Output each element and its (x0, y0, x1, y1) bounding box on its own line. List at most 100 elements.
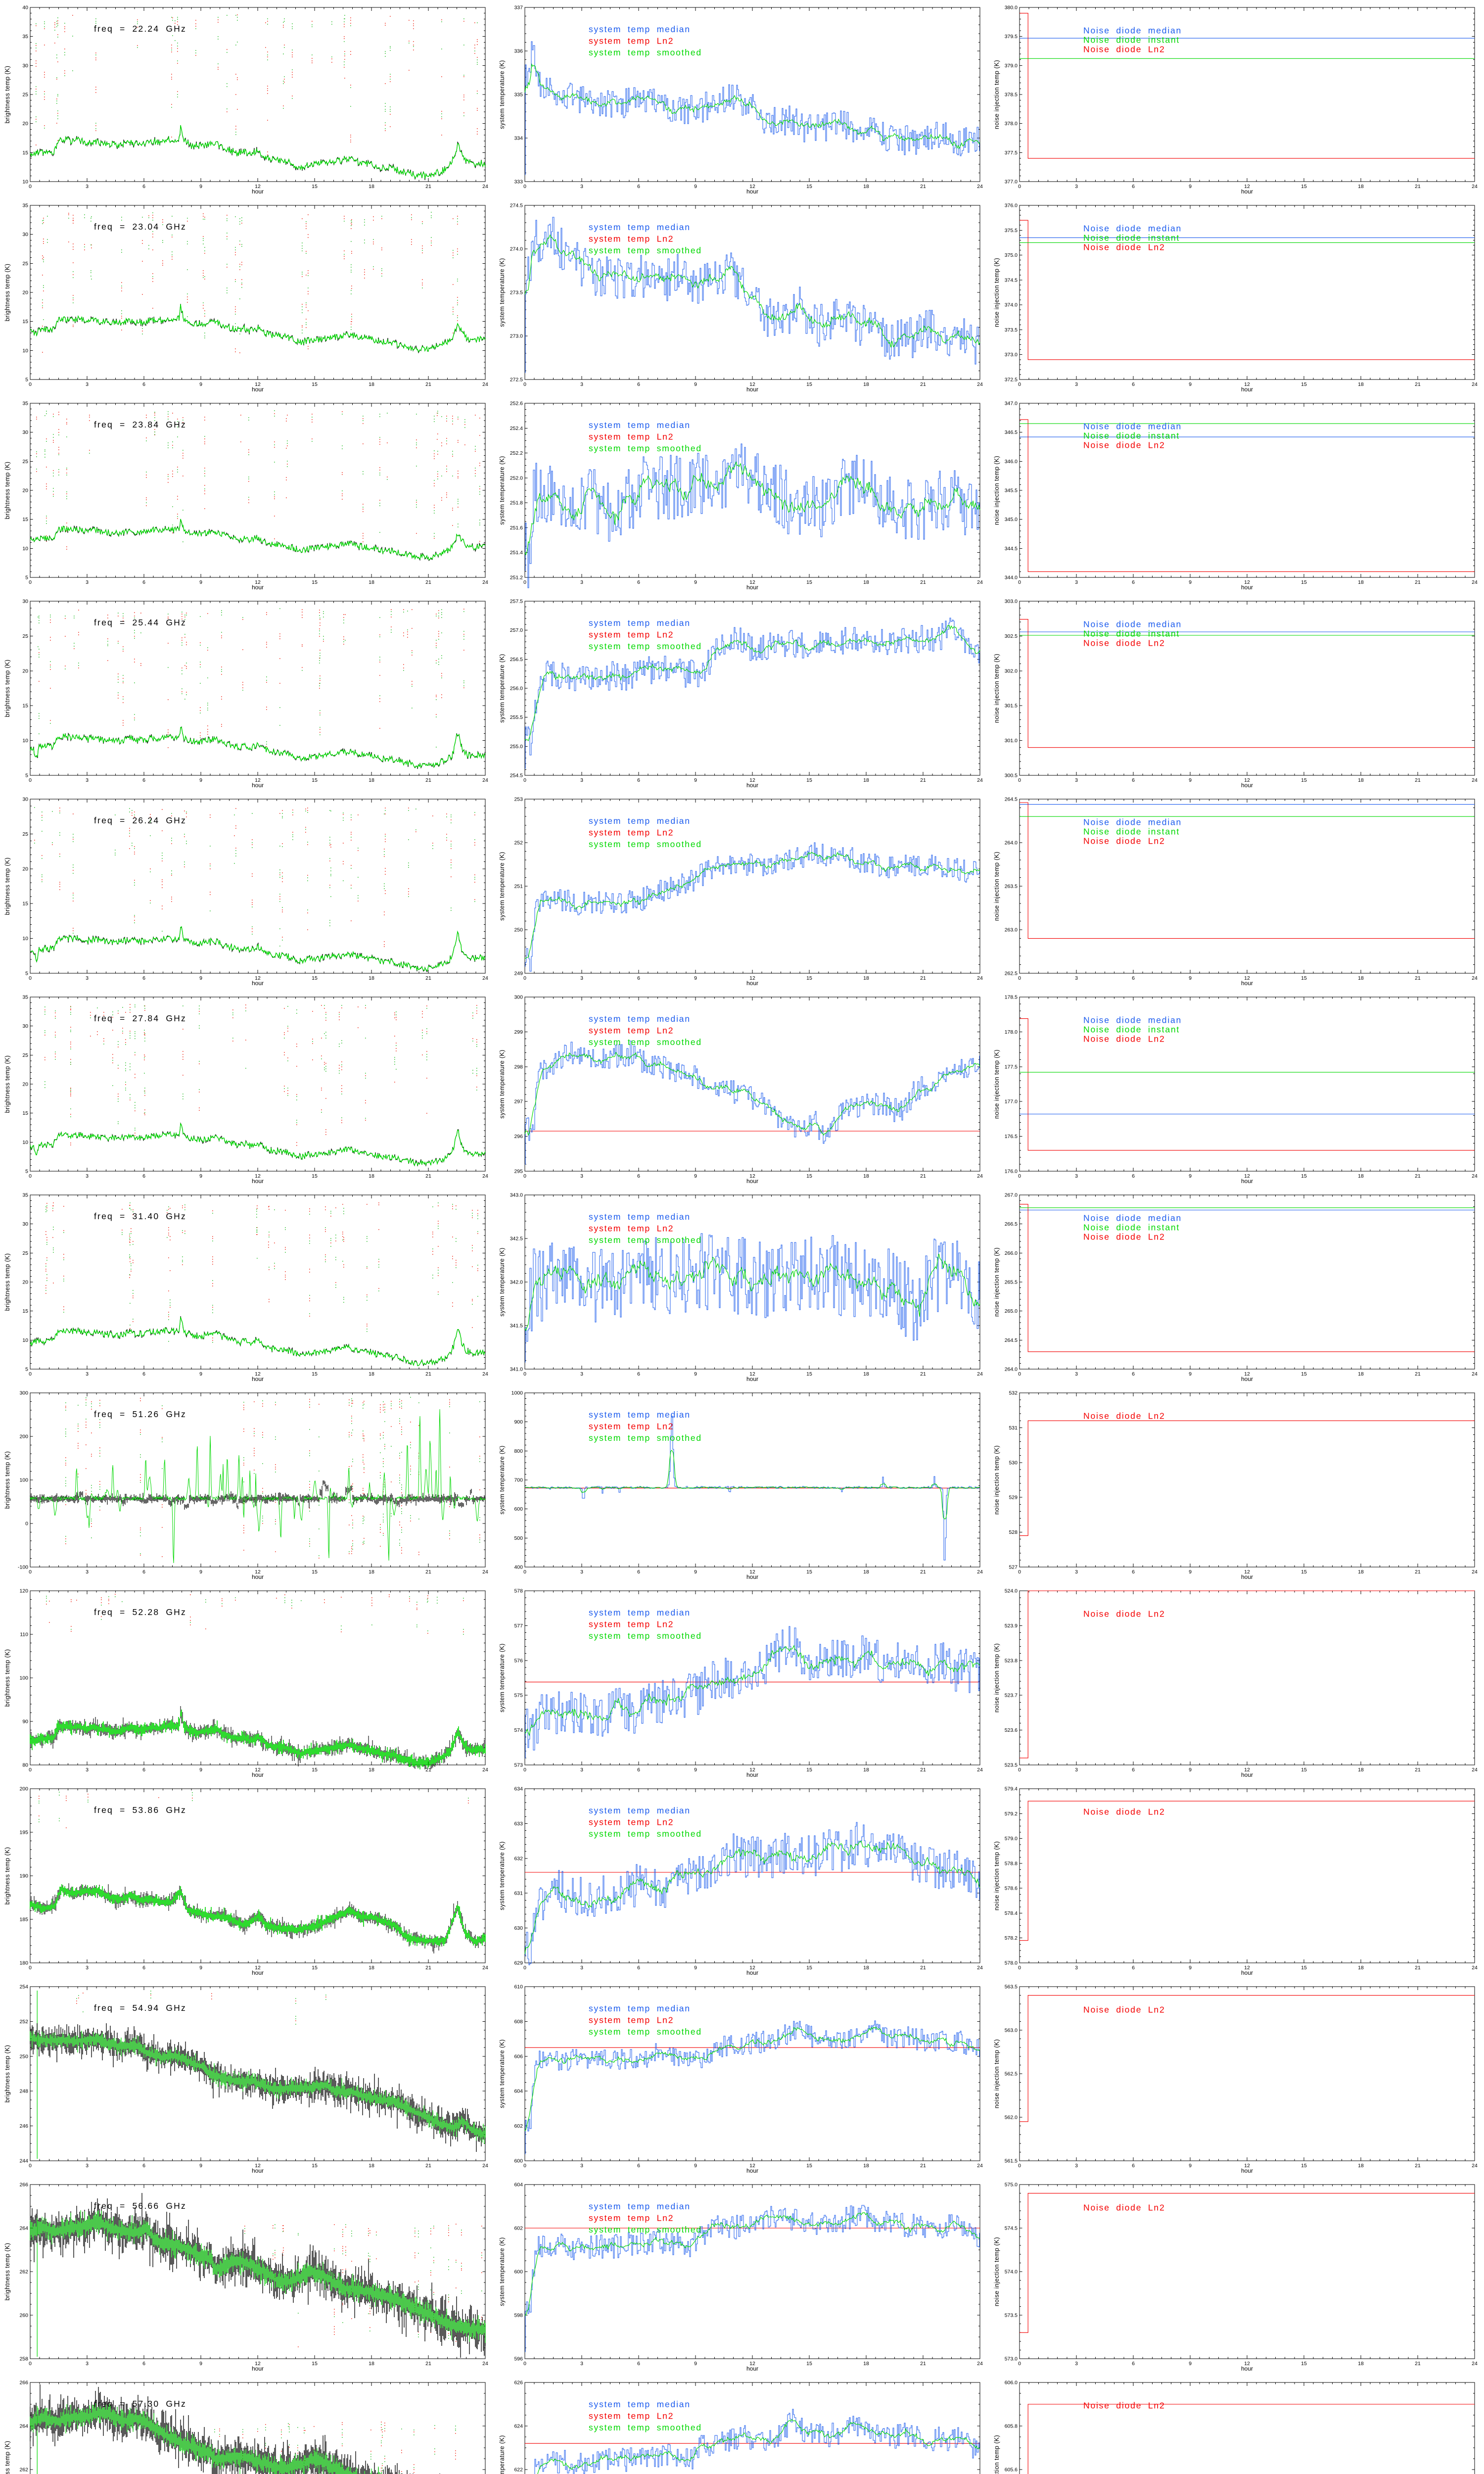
svg-text:24: 24 (1472, 1767, 1478, 1773)
svg-text:342.5: 342.5 (510, 1236, 523, 1242)
svg-text:6: 6 (637, 1371, 640, 1377)
svg-text:hour: hour (1241, 1771, 1253, 1778)
svg-text:15: 15 (312, 2163, 318, 2169)
svg-text:30: 30 (22, 797, 28, 803)
svg-text:system temp Ln2: system temp Ln2 (589, 2411, 674, 2421)
svg-text:system temp smoothed: system temp smoothed (589, 48, 702, 57)
svg-text:9: 9 (694, 2163, 697, 2169)
svg-text:Noise diode instant: Noise diode instant (1083, 1025, 1180, 1035)
svg-text:12: 12 (255, 1371, 261, 1377)
svg-text:0: 0 (29, 2361, 32, 2367)
svg-text:3: 3 (86, 1965, 89, 1971)
svg-text:6: 6 (637, 184, 640, 190)
svg-text:24: 24 (977, 777, 983, 783)
svg-text:400: 400 (514, 1565, 523, 1570)
svg-text:hour: hour (1241, 386, 1253, 393)
svg-text:80: 80 (22, 1762, 28, 1768)
svg-text:system temp smoothed: system temp smoothed (589, 1037, 702, 1047)
svg-text:18: 18 (369, 1173, 374, 1179)
svg-text:562.0: 562.0 (1005, 2115, 1018, 2121)
svg-text:100: 100 (19, 1675, 28, 1681)
svg-text:freq = 56.66 GHz: freq = 56.66 GHz (94, 2201, 186, 2211)
svg-text:600: 600 (514, 1506, 523, 1512)
svg-text:530: 530 (1009, 1460, 1018, 1466)
svg-text:18: 18 (1358, 1173, 1364, 1179)
svg-text:604: 604 (514, 2182, 523, 2188)
svg-text:0: 0 (523, 1371, 526, 1377)
svg-text:373.5: 373.5 (1005, 327, 1018, 333)
svg-text:629: 629 (514, 1960, 523, 1966)
svg-text:0: 0 (29, 1569, 32, 1575)
svg-text:0: 0 (29, 975, 32, 981)
svg-text:noise injection temp (K): noise injection temp (K) (993, 1841, 1000, 1910)
svg-text:3: 3 (1075, 1173, 1078, 1179)
svg-text:15: 15 (312, 975, 318, 981)
svg-text:15: 15 (22, 150, 28, 156)
svg-text:301.5: 301.5 (1005, 703, 1018, 709)
svg-text:302.0: 302.0 (1005, 668, 1018, 674)
svg-text:0: 0 (29, 777, 32, 783)
svg-text:brightness temp (K): brightness temp (K) (4, 2045, 11, 2103)
svg-text:0: 0 (523, 2163, 526, 2169)
svg-text:253: 253 (514, 797, 523, 803)
svg-text:18: 18 (1358, 975, 1364, 981)
svg-text:21: 21 (920, 2163, 926, 2169)
svg-text:brightness temp (K): brightness temp (K) (4, 857, 11, 915)
svg-text:25: 25 (22, 459, 28, 465)
svg-text:18: 18 (1358, 1371, 1364, 1377)
svg-text:15: 15 (806, 1767, 812, 1773)
svg-text:freq = 57.30 GHz: freq = 57.30 GHz (94, 2399, 186, 2409)
svg-text:system temp median: system temp median (589, 1014, 691, 1024)
svg-text:346.0: 346.0 (1005, 459, 1018, 465)
svg-text:30: 30 (22, 232, 28, 238)
svg-text:18: 18 (369, 579, 374, 585)
svg-text:21: 21 (920, 1371, 926, 1377)
svg-text:Noise diode instant: Noise diode instant (1083, 629, 1180, 639)
svg-text:264.5: 264.5 (1005, 797, 1018, 803)
svg-text:3: 3 (580, 975, 583, 981)
svg-text:Noise diode median: Noise diode median (1083, 817, 1182, 827)
svg-text:346.5: 346.5 (1005, 429, 1018, 435)
svg-text:system temp smoothed: system temp smoothed (589, 641, 702, 651)
svg-text:3: 3 (86, 975, 89, 981)
svg-text:531: 531 (1009, 1425, 1018, 1431)
svg-text:21: 21 (1415, 2163, 1421, 2169)
svg-text:6: 6 (142, 184, 145, 190)
svg-text:system temperature (K): system temperature (K) (499, 1247, 506, 1316)
svg-text:374.0: 374.0 (1005, 302, 1018, 308)
svg-text:251.2: 251.2 (510, 575, 523, 581)
svg-text:noise injection temp (K): noise injection temp (K) (993, 1049, 1000, 1119)
svg-text:374.5: 374.5 (1005, 277, 1018, 283)
svg-text:12: 12 (255, 2361, 261, 2367)
svg-text:574.5: 574.5 (1005, 2226, 1018, 2232)
svg-text:3: 3 (580, 2361, 583, 2367)
svg-text:6: 6 (1132, 381, 1135, 387)
svg-text:9: 9 (694, 579, 697, 585)
svg-text:system temperature (K): system temperature (K) (499, 1841, 506, 1910)
svg-text:380.0: 380.0 (1005, 5, 1018, 11)
svg-text:176.5: 176.5 (1005, 1134, 1018, 1140)
svg-text:21: 21 (920, 381, 926, 387)
svg-text:30: 30 (22, 1221, 28, 1227)
svg-text:3: 3 (86, 1173, 89, 1179)
svg-text:24: 24 (482, 2163, 488, 2169)
svg-text:523.9: 523.9 (1005, 1623, 1018, 1629)
svg-text:hour: hour (1241, 1969, 1253, 1976)
svg-text:523.5: 523.5 (1005, 1762, 1018, 1768)
svg-text:0: 0 (29, 1173, 32, 1179)
svg-text:hour: hour (746, 980, 758, 987)
svg-text:21: 21 (425, 1767, 431, 1773)
svg-text:12: 12 (1244, 579, 1250, 585)
svg-text:9: 9 (694, 1173, 697, 1179)
svg-text:6: 6 (1132, 1767, 1135, 1773)
svg-text:Noise diode instant: Noise diode instant (1083, 35, 1180, 45)
svg-text:610: 610 (514, 1984, 523, 1990)
svg-text:system temp Ln2: system temp Ln2 (589, 2015, 674, 2025)
svg-text:3: 3 (580, 184, 583, 190)
svg-text:15: 15 (22, 319, 28, 325)
svg-text:379.5: 379.5 (1005, 34, 1018, 40)
svg-text:15: 15 (806, 184, 812, 190)
svg-text:system temperature (K): system temperature (K) (499, 2039, 506, 2108)
svg-text:185: 185 (19, 1917, 28, 1923)
svg-text:15: 15 (1301, 2361, 1307, 2367)
